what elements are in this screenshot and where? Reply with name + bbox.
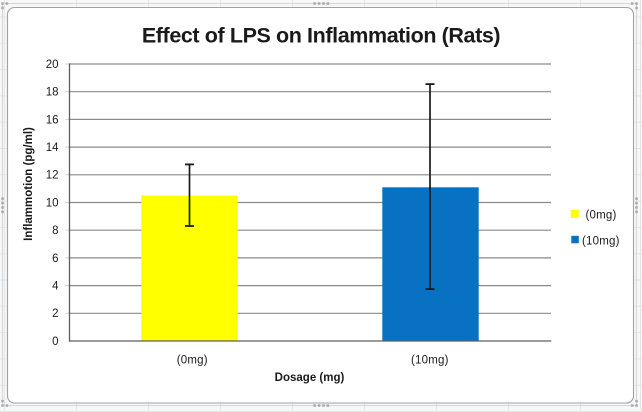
svg-text:18: 18 <box>46 87 59 99</box>
svg-text:8: 8 <box>52 225 58 237</box>
svg-text:16: 16 <box>46 114 59 126</box>
svg-text:(10mg): (10mg) <box>582 236 620 248</box>
svg-text:Dosage (mg): Dosage (mg) <box>275 372 345 384</box>
svg-text:2: 2 <box>52 308 58 320</box>
svg-text:(10mg): (10mg) <box>411 355 449 367</box>
svg-text:10: 10 <box>46 197 59 209</box>
svg-text:4: 4 <box>52 281 59 293</box>
svg-text:(0mg): (0mg) <box>177 355 208 367</box>
svg-text:12: 12 <box>46 170 59 182</box>
svg-text:14: 14 <box>46 142 59 154</box>
svg-text:20: 20 <box>46 59 59 71</box>
svg-text:Effect of LPS on Inflammation: Effect of LPS on Inflammation (Rats) <box>142 24 501 48</box>
svg-text:(0mg): (0mg) <box>586 210 617 222</box>
svg-text:Inflammotion (pg/ml): Inflammotion (pg/ml) <box>23 127 35 241</box>
svg-text:0: 0 <box>52 336 58 348</box>
svg-text:6: 6 <box>52 253 58 265</box>
